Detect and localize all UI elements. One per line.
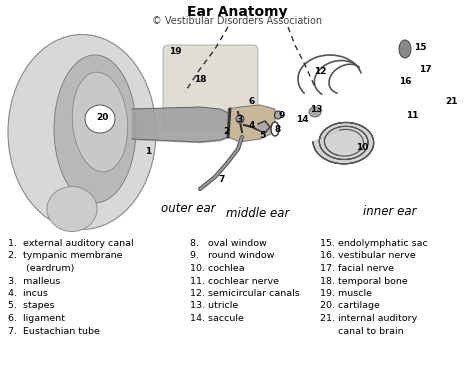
Text: 4: 4	[249, 120, 255, 130]
Text: canal to brain: canal to brain	[320, 327, 404, 336]
Ellipse shape	[399, 40, 411, 58]
Polygon shape	[258, 121, 270, 133]
Polygon shape	[313, 122, 374, 164]
Text: 1.  external auditory canal: 1. external auditory canal	[8, 239, 134, 248]
Text: 21: 21	[446, 98, 458, 106]
Text: 1: 1	[145, 147, 151, 156]
Text: 20. cartilage: 20. cartilage	[320, 301, 380, 310]
Text: 9.   round window: 9. round window	[190, 252, 274, 260]
Text: 2: 2	[223, 127, 229, 137]
Text: (eardrum): (eardrum)	[8, 264, 74, 273]
Text: 3: 3	[237, 115, 243, 123]
Text: 10. cochlea: 10. cochlea	[190, 264, 245, 273]
Text: 15. endolymphatic sac: 15. endolymphatic sac	[320, 239, 428, 248]
Circle shape	[236, 115, 244, 123]
Text: 8: 8	[275, 125, 281, 134]
Text: 16. vestibular nerve: 16. vestibular nerve	[320, 252, 416, 260]
Text: 13. utricle: 13. utricle	[190, 301, 238, 310]
Text: 15: 15	[414, 43, 426, 51]
Text: 6: 6	[249, 98, 255, 106]
Text: 6.  ligament: 6. ligament	[8, 314, 65, 323]
Text: 9: 9	[279, 111, 285, 120]
Text: 20: 20	[96, 113, 108, 122]
Text: 19. muscle: 19. muscle	[320, 289, 372, 298]
Text: 18. temporal bone: 18. temporal bone	[320, 276, 408, 286]
Ellipse shape	[8, 34, 156, 229]
Text: 7.  Eustachian tube: 7. Eustachian tube	[8, 327, 100, 336]
Ellipse shape	[271, 122, 279, 136]
Text: 11. cochlear nerve: 11. cochlear nerve	[190, 276, 279, 286]
Text: 12. semicircular canals: 12. semicircular canals	[190, 289, 300, 298]
Text: middle ear: middle ear	[226, 207, 290, 220]
Text: 5: 5	[259, 130, 265, 139]
FancyBboxPatch shape	[163, 45, 258, 130]
Text: 4.  incus: 4. incus	[8, 289, 48, 298]
Text: 3.  malleus: 3. malleus	[8, 276, 60, 286]
Text: Ear Anatomy: Ear Anatomy	[187, 5, 287, 19]
Text: 11: 11	[406, 111, 418, 120]
Text: © Vestibular Disorders Association: © Vestibular Disorders Association	[152, 16, 322, 26]
Text: 2.  tympanic membrane: 2. tympanic membrane	[8, 252, 122, 260]
Ellipse shape	[47, 187, 97, 231]
Text: inner ear: inner ear	[363, 205, 417, 218]
Polygon shape	[228, 105, 275, 142]
Text: 16: 16	[399, 77, 411, 87]
Ellipse shape	[274, 111, 282, 119]
Text: 8.   oval window: 8. oval window	[190, 239, 267, 248]
Text: 21. internal auditory: 21. internal auditory	[320, 314, 417, 323]
Text: 18: 18	[194, 75, 206, 84]
Text: 14: 14	[296, 115, 308, 123]
Text: outer ear: outer ear	[161, 202, 215, 215]
Ellipse shape	[309, 107, 321, 117]
Text: 7: 7	[219, 175, 225, 183]
Text: 5.  stapes: 5. stapes	[8, 301, 55, 310]
Ellipse shape	[54, 55, 136, 203]
Text: 17. facial nerve: 17. facial nerve	[320, 264, 394, 273]
Text: 19: 19	[169, 48, 182, 57]
Ellipse shape	[72, 72, 128, 172]
FancyBboxPatch shape	[0, 25, 474, 235]
Text: 13: 13	[310, 104, 322, 113]
Text: 14. saccule: 14. saccule	[190, 314, 244, 323]
Text: 17: 17	[419, 65, 431, 74]
Ellipse shape	[85, 105, 115, 133]
Text: 12: 12	[314, 67, 326, 77]
Text: 10: 10	[356, 142, 368, 151]
